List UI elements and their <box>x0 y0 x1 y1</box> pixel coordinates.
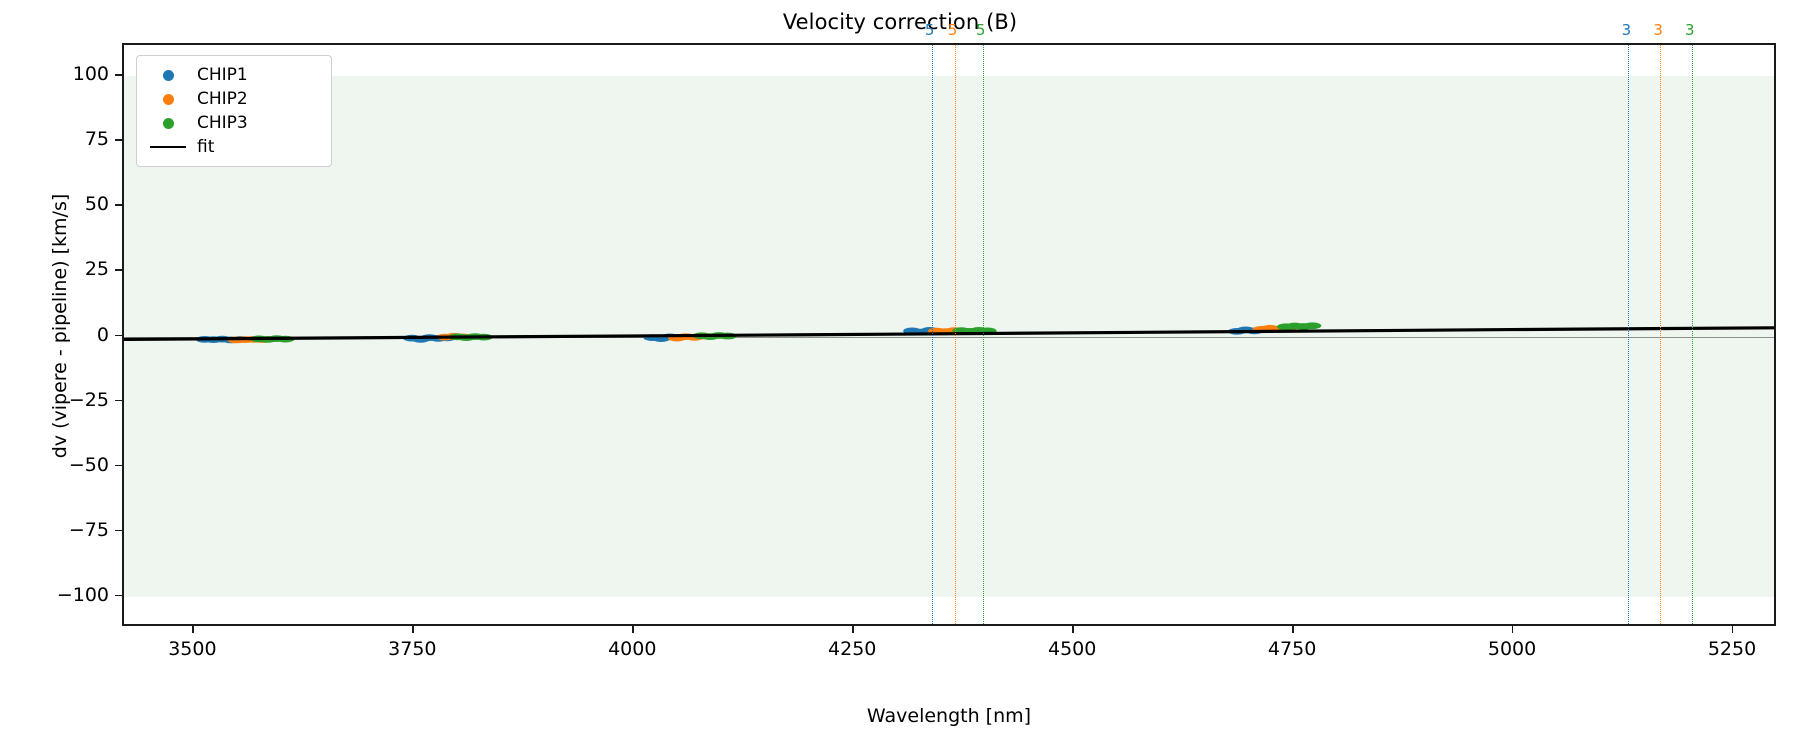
vertical-marker-line <box>1628 45 1630 624</box>
legend-dot-icon <box>162 69 174 81</box>
legend-dot-icon <box>162 117 174 129</box>
y-tick-mark <box>115 334 122 336</box>
x-tick-mark <box>1292 626 1294 633</box>
x-tick-label: 4750 <box>1267 638 1317 660</box>
y-tick-mark <box>115 74 122 76</box>
x-tick-mark <box>1732 626 1734 633</box>
legend[interactable]: CHIP1 CHIP2 CHIP3 fit <box>136 55 332 167</box>
chart-title: Velocity correction (B) <box>782 10 1018 34</box>
legend-item-chip3[interactable]: CHIP3 <box>147 111 321 135</box>
x-tick-label: 3500 <box>168 638 217 660</box>
x-tick-label: 3750 <box>388 638 437 660</box>
vertical-marker-label: 3 <box>1684 21 1695 39</box>
y-tick-label: 25 <box>84 258 109 281</box>
y-tick-label: −50 <box>68 453 109 476</box>
vertical-marker-label: 3 <box>1621 21 1632 39</box>
y-tick-label: 100 <box>72 63 109 86</box>
vertical-marker-label: 3 <box>1653 21 1663 39</box>
y-tick-mark <box>115 399 122 401</box>
legend-dot-icon <box>162 93 174 105</box>
legend-label: CHIP3 <box>197 113 248 133</box>
vertical-marker-line <box>982 45 984 624</box>
legend-label: CHIP2 <box>197 89 248 109</box>
vertical-marker-line <box>931 45 933 624</box>
legend-label: CHIP1 <box>197 65 248 85</box>
vertical-marker-line <box>1691 45 1693 624</box>
x-tick-mark <box>1512 626 1514 633</box>
x-tick-label: 5250 <box>1707 638 1757 660</box>
legend-label: fit <box>197 137 215 157</box>
x-tick-mark <box>852 626 854 633</box>
x-tick-label: 4000 <box>608 638 657 660</box>
vertical-marker-label: 5 <box>975 21 986 39</box>
y-tick-label: 50 <box>84 193 109 216</box>
zero-reference-line <box>124 336 1774 338</box>
y-tick-mark <box>115 464 122 467</box>
y-tick-label: −100 <box>56 583 109 606</box>
vertical-marker-label: 5 <box>924 21 935 39</box>
y-tick-mark <box>115 529 122 532</box>
x-tick-mark <box>412 626 414 633</box>
x-tick-label: 4500 <box>1047 638 1097 660</box>
y-tick-mark <box>115 139 122 141</box>
x-tick-mark <box>192 626 194 633</box>
vertical-marker-line <box>1660 45 1662 624</box>
x-tick-mark <box>632 626 634 633</box>
y-tick-mark <box>115 269 122 271</box>
y-tick-mark <box>115 204 122 206</box>
plot-area[interactable] <box>122 43 1776 626</box>
y-tick-label: −75 <box>68 518 109 541</box>
x-tick-label: 4250 <box>828 638 877 660</box>
y-axis-label: dv (vipere - pipeline) [km/s] <box>49 193 71 459</box>
y-tick-label: −25 <box>68 388 109 411</box>
legend-item-chip1[interactable]: CHIP1 <box>147 63 321 87</box>
legend-item-fit[interactable]: fit <box>147 135 321 159</box>
vertical-marker-label: 5 <box>947 21 958 39</box>
y-tick-mark <box>115 594 122 597</box>
y-tick-label: 0 <box>96 323 109 346</box>
legend-item-chip2[interactable]: CHIP2 <box>147 87 321 111</box>
vertical-marker-line <box>954 45 956 624</box>
y-tick-label: 75 <box>84 128 109 151</box>
x-axis-label: Wavelength [nm] <box>866 705 1032 727</box>
x-tick-mark <box>1072 626 1074 633</box>
x-tick-label: 5000 <box>1487 638 1537 660</box>
legend-line-icon <box>150 145 186 149</box>
